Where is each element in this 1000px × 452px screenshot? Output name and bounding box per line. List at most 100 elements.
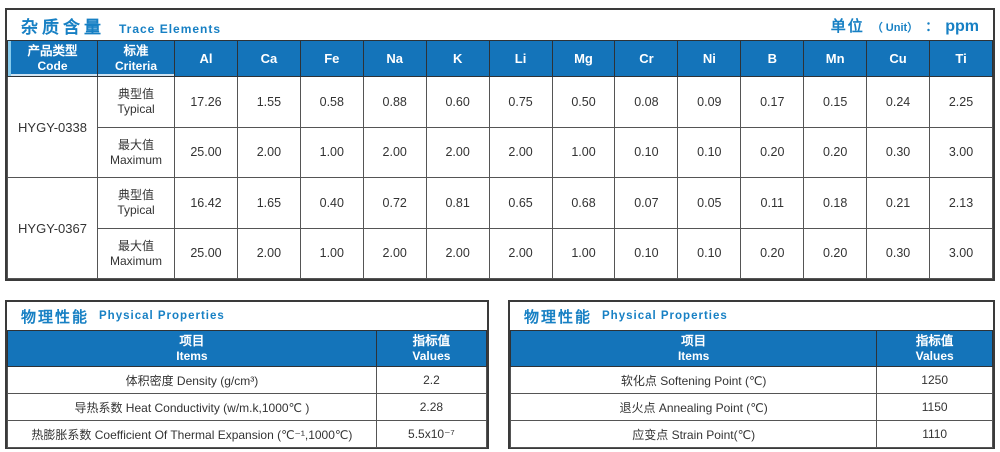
element-header-na: Na <box>362 40 427 77</box>
element-header-mn: Mn <box>803 40 868 77</box>
value-cell: 2.00 <box>362 227 427 279</box>
property-value-cell: 2.28 <box>375 393 488 421</box>
col-header-criteria: 标准 Criteria <box>97 40 175 77</box>
table-row-0338-typical: HYGY-0338 典型值 Typical 17.26 1.55 0.58 0.… <box>7 76 993 178</box>
property-row-annealing-point: 退火点 Annealing Point (℃) 1150 <box>509 393 993 421</box>
value-cell: 3.00 <box>929 227 993 279</box>
property-value-cell: 5.5x10⁻⁷ <box>375 420 488 448</box>
col-header-items-zh: 项目 <box>179 334 205 348</box>
criteria-maximum-zh: 最大值 <box>117 238 154 253</box>
element-header-ca: Ca <box>236 40 301 77</box>
value-cell: 0.05 <box>677 177 742 229</box>
trace-elements-title-strip: 杂质含量 Trace Elements 单位 （ Unit） ： ppm <box>7 10 993 40</box>
physical-right-title-zh: 物理性能 <box>524 308 593 326</box>
value-cell: 1.65 <box>236 177 301 229</box>
col-header-code-en: Code <box>37 59 68 73</box>
col-header-values-en: Values <box>412 349 451 363</box>
value-cell: 2.00 <box>362 126 427 178</box>
value-cell: 0.10 <box>677 227 742 279</box>
value-cell: 2.00 <box>236 126 301 178</box>
unit-label-zh: 单位 <box>830 17 865 35</box>
value-cell: 0.09 <box>677 76 742 128</box>
value-cell: 1.00 <box>299 227 364 279</box>
value-cell: 1.55 <box>236 76 301 128</box>
physical-right-title-strip: 物理性能 Physical Properties <box>510 302 993 330</box>
value-cell: 0.81 <box>425 177 490 229</box>
col-header-items-en: Items <box>677 349 710 363</box>
property-item-cell: 应变点 Strain Point(℃) <box>509 420 878 448</box>
trace-elements-table: 产品类型 Code 标准 Criteria Al Ca Fe Na K Li M… <box>7 40 993 279</box>
col-header-criteria-en: Criteria <box>114 59 158 73</box>
criteria-typical-en: Typical <box>117 203 155 218</box>
col-header-items: 项目 Items <box>509 330 878 367</box>
physical-left-title-zh: 物理性能 <box>21 308 90 326</box>
criteria-typical-zh: 典型值 <box>117 188 154 203</box>
value-cell: 0.75 <box>488 76 553 128</box>
element-header-cr: Cr <box>614 40 679 77</box>
value-cell: 2.25 <box>929 76 993 128</box>
element-header-al: Al <box>174 40 238 77</box>
unit-indicator: 单位 （ Unit） ： ppm <box>831 15 979 36</box>
value-cell: 0.10 <box>677 126 742 178</box>
value-cell: 0.68 <box>551 177 616 229</box>
unit-value: ppm <box>945 17 979 35</box>
value-cell: 17.26 <box>174 76 238 128</box>
value-cell: 0.17 <box>740 76 805 128</box>
value-cell: 0.20 <box>740 227 805 279</box>
property-item-cell: 体积密度 Density (g/cm³) <box>7 366 377 394</box>
value-cell: 0.65 <box>488 177 553 229</box>
value-cell: 2.13 <box>929 177 993 229</box>
property-value-cell: 2.2 <box>375 366 488 394</box>
col-header-criteria-zh: 标准 <box>123 44 149 58</box>
value-cell: 16.42 <box>174 177 238 229</box>
property-item-cell: 导热系数 Heat Conductivity (w/m.k,1000℃ ) <box>7 393 377 421</box>
criteria-typical-zh: 典型值 <box>117 87 154 102</box>
value-cell: 0.72 <box>362 177 427 229</box>
value-cell: 0.30 <box>866 126 931 178</box>
col-header-code-zh: 产品类型 <box>27 44 78 58</box>
col-header-items-zh: 项目 <box>681 334 707 348</box>
value-cell: 2.00 <box>488 126 553 178</box>
value-cell: 0.30 <box>866 227 931 279</box>
property-value-cell: 1150 <box>876 393 993 421</box>
value-cell: 0.20 <box>803 126 868 178</box>
criteria-typical-en: Typical <box>117 102 155 117</box>
element-header-fe: Fe <box>299 40 364 77</box>
criteria-cell-maximum: 最大值 Maximum <box>97 126 175 178</box>
col-header-values-zh: 指标值 <box>412 334 451 348</box>
value-cell: 2.00 <box>425 227 490 279</box>
value-cell: 2.00 <box>488 227 553 279</box>
table-row-0338-maximum: 最大值 Maximum 25.00 2.00 1.00 2.00 2.00 2.… <box>8 126 993 178</box>
value-cell: 0.10 <box>614 126 679 178</box>
unit-colon: ： <box>925 18 939 34</box>
trace-title-en: Trace Elements <box>119 21 222 36</box>
element-header-ni: Ni <box>677 40 742 77</box>
value-cell: 25.00 <box>174 126 238 178</box>
col-header-values-en: Values <box>915 349 954 363</box>
value-cell: 0.20 <box>740 126 805 178</box>
physical-properties-table-left: 项目 Items 指标值 Values 体积密度 Density (g/cm³)… <box>7 330 488 448</box>
property-item-cell: 退火点 Annealing Point (℃) <box>509 393 878 421</box>
unit-label-en: （ Unit） <box>871 21 919 34</box>
criteria-cell-typical: 典型值 Typical <box>97 177 175 229</box>
element-header-cu: Cu <box>866 40 931 77</box>
criteria-maximum-en: Maximum <box>109 253 162 268</box>
trace-header-row: 产品类型 Code 标准 Criteria Al Ca Fe Na K Li M… <box>7 40 993 77</box>
property-value-cell: 1110 <box>876 420 993 448</box>
trace-elements-title: 杂质含量 Trace Elements <box>21 13 221 38</box>
col-header-items: 项目 Items <box>7 330 377 367</box>
col-header-code: 产品类型 Code <box>7 40 98 77</box>
value-cell: 0.10 <box>614 227 679 279</box>
col-header-values: 指标值 Values <box>876 330 993 367</box>
physical-left-header-row: 项目 Items 指标值 Values <box>7 330 488 367</box>
physical-properties-table-right: 项目 Items 指标值 Values 软化点 Softening Point … <box>509 330 993 448</box>
element-header-mg: Mg <box>551 40 616 77</box>
value-cell: 0.60 <box>425 76 490 128</box>
property-item-cell: 热膨胀系数 Coefficient Of Thermal Expansion (… <box>7 420 377 448</box>
value-cell: 1.00 <box>299 126 364 178</box>
value-cell: 0.21 <box>866 177 931 229</box>
value-cell: 0.88 <box>362 76 427 128</box>
value-cell: 2.00 <box>425 126 490 178</box>
product-code-cell: HYGY-0367 <box>7 177 98 279</box>
value-cell: 0.11 <box>740 177 805 229</box>
